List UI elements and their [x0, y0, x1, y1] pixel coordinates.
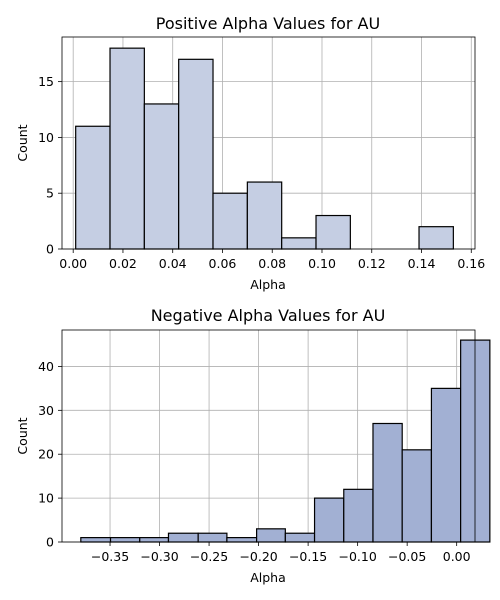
- bottom-chart-x-tick-label: −0.25: [190, 549, 228, 564]
- top-chart-plot-frame: [61, 36, 476, 250]
- bottom-chart-y-tick-label: 40: [38, 359, 54, 374]
- top-chart-bar: [109, 47, 145, 250]
- bottom-chart-x-tick-label: −0.35: [91, 549, 129, 564]
- bottom-chart-bar: [401, 449, 433, 543]
- top-chart-bar: [246, 181, 283, 250]
- bottom-chart-plot-frame: [61, 329, 476, 543]
- bottom-chart-bar: [284, 532, 316, 543]
- bottom-chart-bar: [167, 532, 199, 543]
- bottom-chart-x-tick-label: −0.10: [338, 549, 376, 564]
- top-chart-bar: [315, 214, 351, 250]
- top-chart-x-tick-label: 0.06: [209, 256, 237, 271]
- bottom-chart-x-tick-label: −0.05: [388, 549, 426, 564]
- bottom-chart-bar: [226, 537, 258, 543]
- top-chart-ylabel: Count: [15, 124, 30, 161]
- bottom-chart-bar: [139, 537, 170, 543]
- bottom-chart-x-tick-label: −0.15: [289, 549, 327, 564]
- top-chart-x-tick-label: 0.08: [258, 256, 286, 271]
- top-chart-bar: [212, 192, 248, 250]
- bottom-chart-bar: [109, 537, 141, 543]
- top-chart-x-tick-label: 0.00: [59, 256, 87, 271]
- bottom-chart-bar: [256, 528, 286, 543]
- bottom-chart-grid: [62, 330, 475, 543]
- bottom-chart-title: Negative Alpha Values for AU: [151, 306, 386, 325]
- bottom-chart-bar: [372, 422, 403, 543]
- top-chart-bar: [418, 226, 454, 250]
- bottom-chart-x-tick-label: −0.30: [140, 549, 178, 564]
- top-chart-x-tick-label: 0.04: [159, 256, 187, 271]
- top-chart-y-tick-label: 15: [38, 74, 54, 89]
- top-chart-x-tick-label: 0.14: [408, 256, 436, 271]
- bottom-chart-xlabel: Alpha: [250, 570, 286, 585]
- bottom-chart-bar: [197, 532, 228, 543]
- top-chart-xlabel: Alpha: [250, 277, 286, 292]
- bottom-chart-bar: [80, 537, 112, 543]
- top-chart-x-tick-label: 0.16: [457, 256, 485, 271]
- bottom-chart-bars: [80, 339, 491, 543]
- bottom-chart: Negative Alpha Values for AU Alpha Count…: [15, 306, 491, 585]
- bottom-chart-bar: [313, 497, 345, 543]
- bottom-chart-bar: [430, 387, 462, 543]
- bottom-chart-ylabel: Count: [15, 417, 30, 454]
- top-chart-bar: [178, 58, 214, 250]
- top-chart-bar: [281, 237, 317, 250]
- bottom-chart-y-tick-label: 30: [38, 403, 54, 418]
- bottom-chart-x-tick-label: −0.20: [239, 549, 277, 564]
- top-chart-bar: [143, 103, 180, 250]
- top-chart-y-tick-label: 5: [46, 186, 54, 201]
- top-chart-bars: [75, 47, 454, 250]
- top-chart-y-tick-label: 0: [46, 242, 54, 257]
- top-chart-x-tick-label: 0.02: [109, 256, 137, 271]
- bottom-chart-bar: [343, 488, 374, 543]
- bottom-chart-y-tick-label: 10: [38, 491, 54, 506]
- top-chart-bar: [75, 125, 111, 250]
- bottom-chart-y-tick-label: 0: [46, 535, 54, 550]
- top-chart-y-tick-label: 10: [38, 130, 54, 145]
- top-chart: Positive Alpha Values for AU Alpha Count…: [15, 14, 485, 292]
- top-chart-title: Positive Alpha Values for AU: [156, 14, 380, 33]
- bottom-chart-y-tick-label: 20: [38, 447, 54, 462]
- top-chart-x-tick-label: 0.12: [358, 256, 386, 271]
- bottom-chart-x-tick-label: 0.00: [443, 549, 471, 564]
- top-chart-x-tick-label: 0.10: [308, 256, 336, 271]
